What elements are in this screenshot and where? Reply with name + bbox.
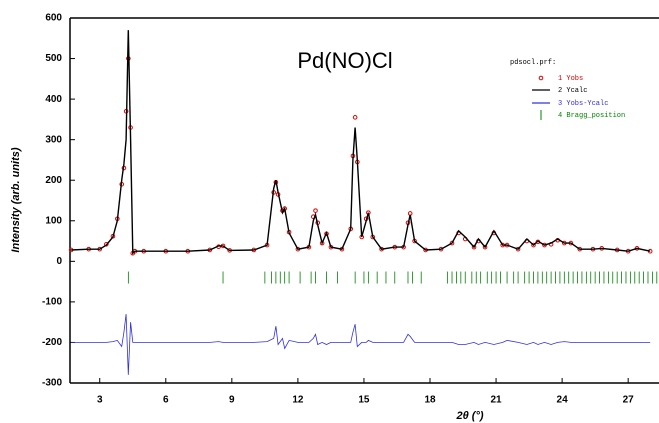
y-tick-label: 400 [45,94,62,105]
series-line [71,314,651,375]
legend-label: 4 Bragg_position [558,112,625,120]
x-tick-label: 21 [490,395,502,406]
legend-label: 3 Yobs-Ycalc [558,100,608,108]
y-axis-label: Intensity (arb. units) [10,147,22,252]
y-tick-label: 500 [45,53,62,64]
series-line [71,30,651,255]
y-tick-label: 300 [45,134,62,145]
x-tick-label: 3 [97,395,103,406]
x-tick-label: 9 [229,395,235,406]
x-tick-label: 6 [163,395,169,406]
legend-title: pdsocl.prf: [510,59,556,67]
obs-point [531,242,536,248]
y-tick-label: 600 [45,13,62,24]
y-tick-label: -200 [42,337,62,348]
y-tick-label: 200 [45,175,62,186]
legend-label: 1 Yobs [558,75,583,83]
y-tick-label: 100 [45,215,62,226]
x-tick-label: 15 [358,395,370,406]
obs-point [482,244,488,250]
obs-point [471,244,477,250]
x-axis-label: 2θ (°) [455,410,483,422]
x-tick-label: 27 [623,395,635,406]
y-tick-label: -100 [42,297,62,308]
x-tick-label: 18 [424,395,436,406]
obs-point [352,115,358,120]
x-tick-label: 12 [292,395,304,406]
legend-marker [538,75,544,81]
obs-point [313,208,318,213]
chart-title: Pd(NO)Cl [297,48,392,73]
obs-point [104,242,109,247]
legend-label: 2 Ycalc [558,87,587,95]
obs-point [449,240,455,246]
y-tick-label: -300 [42,378,62,389]
y-tick-label: 0 [56,256,62,267]
x-tick-label: 24 [557,395,569,406]
